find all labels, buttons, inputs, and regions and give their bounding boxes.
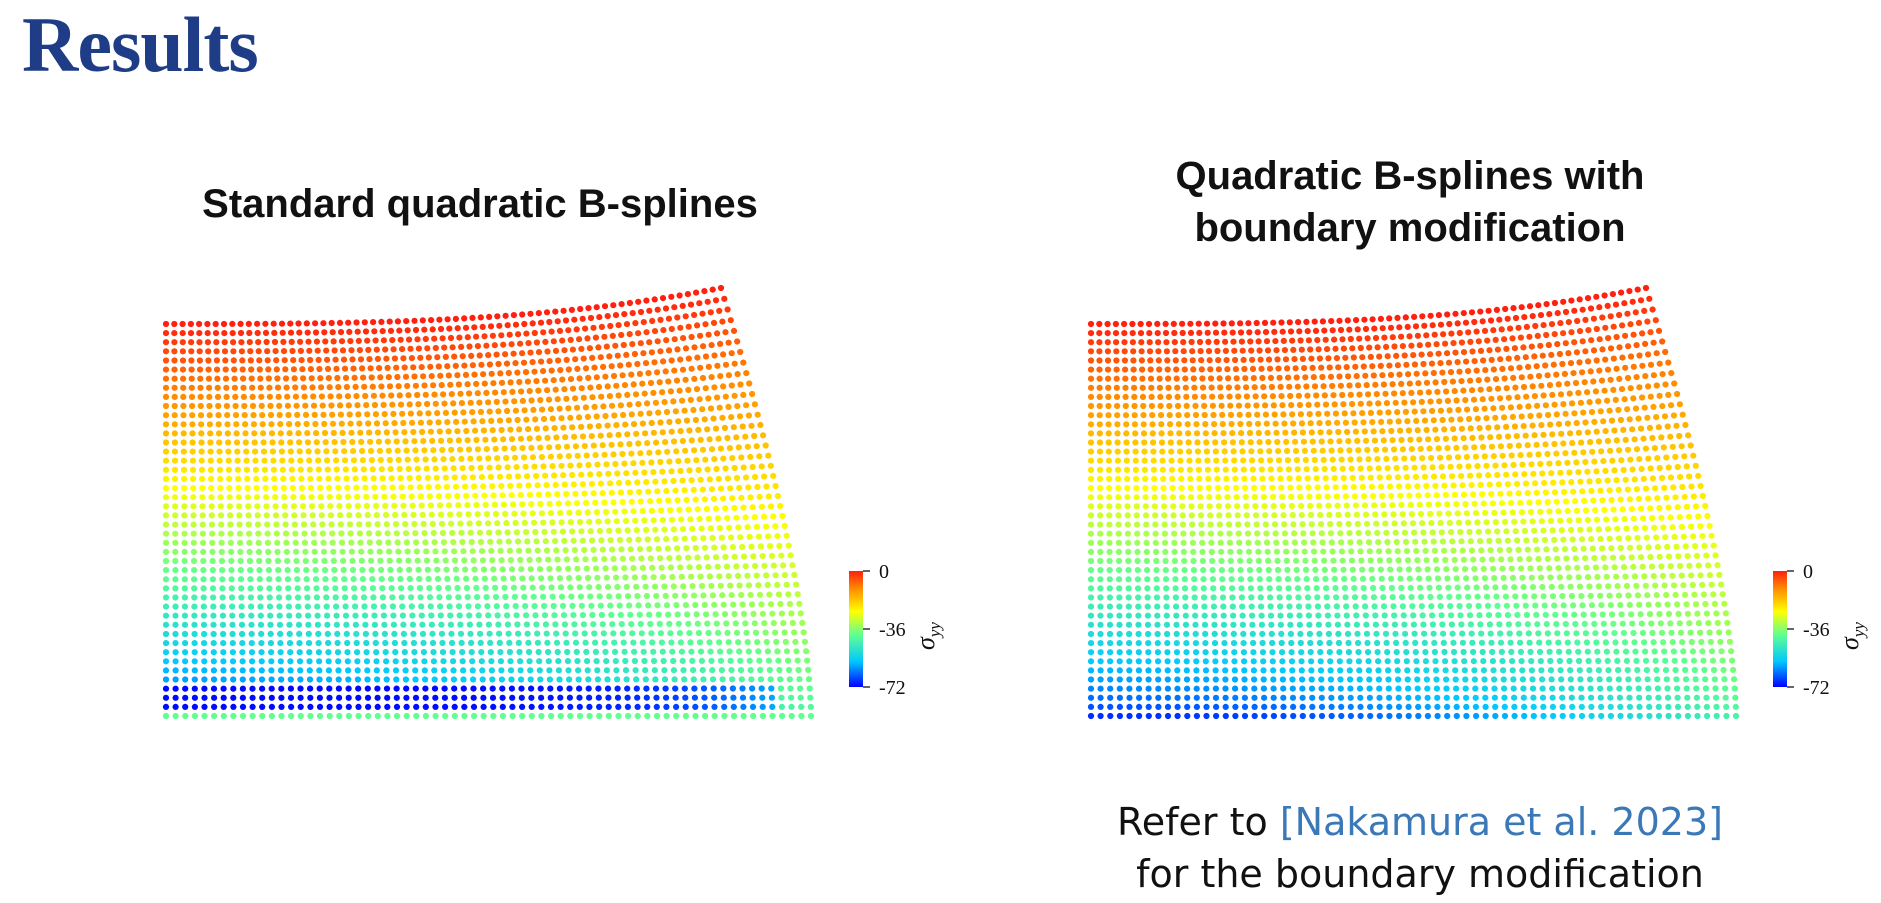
panel-right-title-line-1: Quadratic B-splines with [1175,154,1645,198]
colorbar-left-symbol: σ [911,636,940,650]
slide-title: Results [22,1,259,88]
reference-note: Refer to [Nakamura et al. 2023] for the … [1040,796,1800,900]
colorbar-right-tick-mid: -36 [1803,619,1830,641]
reference-prefix: Refer to [1117,800,1268,844]
colorbar-left-subscript: yy [925,622,944,640]
colorbar-right-subscript: yy [1849,622,1868,640]
colorbar-right-tick-min: -72 [1803,677,1830,699]
colorbar-left: 0 -36 -72 σyy [849,561,944,699]
colorbar-left-label: σyy [911,622,944,650]
panel-left-title-line: Standard quadratic B-splines [202,182,758,226]
citation-link[interactable]: [Nakamura et al. 2023] [1279,800,1723,844]
colorbar-left-gradient [849,571,863,687]
particle-field-modified [1087,284,1740,720]
colorbar-right-gradient [1773,571,1787,687]
panel-left-title: Standard quadratic B-splines [170,178,790,230]
panel-right-title: Quadratic B-splines with boundary modifi… [1100,150,1720,254]
colorbar-left-tick-min: -72 [879,677,906,699]
reference-suffix: for the boundary modification [1136,852,1704,896]
colorbar-right-label: σyy [1835,622,1868,650]
colorbar-right-tick-max: 0 [1803,561,1813,583]
colorbar-left-tick-mid: -36 [879,619,906,641]
colorbar-right: 0 -36 -72 σyy [1773,561,1868,699]
panel-right-title-line-2: boundary modification [1194,206,1626,250]
colorbar-right-symbol: σ [1835,636,1864,650]
particle-field-standard [162,284,815,720]
colorbar-left-tick-max: 0 [879,561,889,583]
